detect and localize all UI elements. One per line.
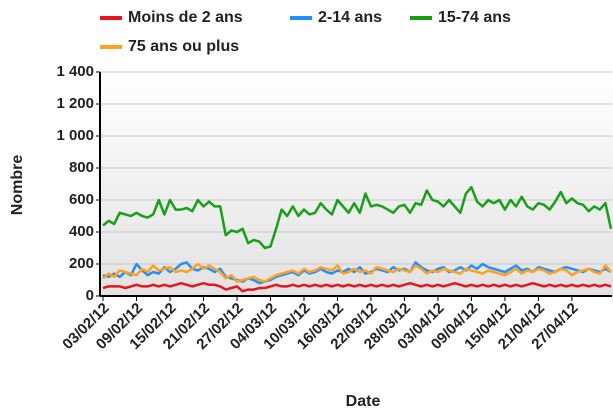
legend-label: 15-74 ans — [438, 9, 511, 26]
series-line — [102, 281, 612, 293]
x-axis-label: Date — [346, 393, 381, 410]
y-tick-label: 0 — [86, 287, 94, 304]
y-tick-label: 800 — [69, 159, 94, 176]
legend-label: Moins de 2 ans — [128, 9, 243, 26]
y-tick-label: 1 200 — [56, 95, 94, 112]
series-line — [102, 185, 613, 250]
legend-label: 2-14 ans — [318, 9, 382, 26]
y-tick-label: 1 000 — [56, 127, 94, 144]
y-tick-label: 1 400 — [56, 63, 94, 80]
plot-area — [100, 72, 613, 296]
series-line — [102, 262, 612, 283]
y-tick-label: 600 — [69, 191, 94, 208]
y-axis-label: Nombre — [9, 155, 26, 216]
legend-label: 75 ans ou plus — [128, 38, 239, 55]
y-tick-label: 200 — [69, 255, 94, 272]
y-tick-label: 400 — [69, 223, 94, 240]
